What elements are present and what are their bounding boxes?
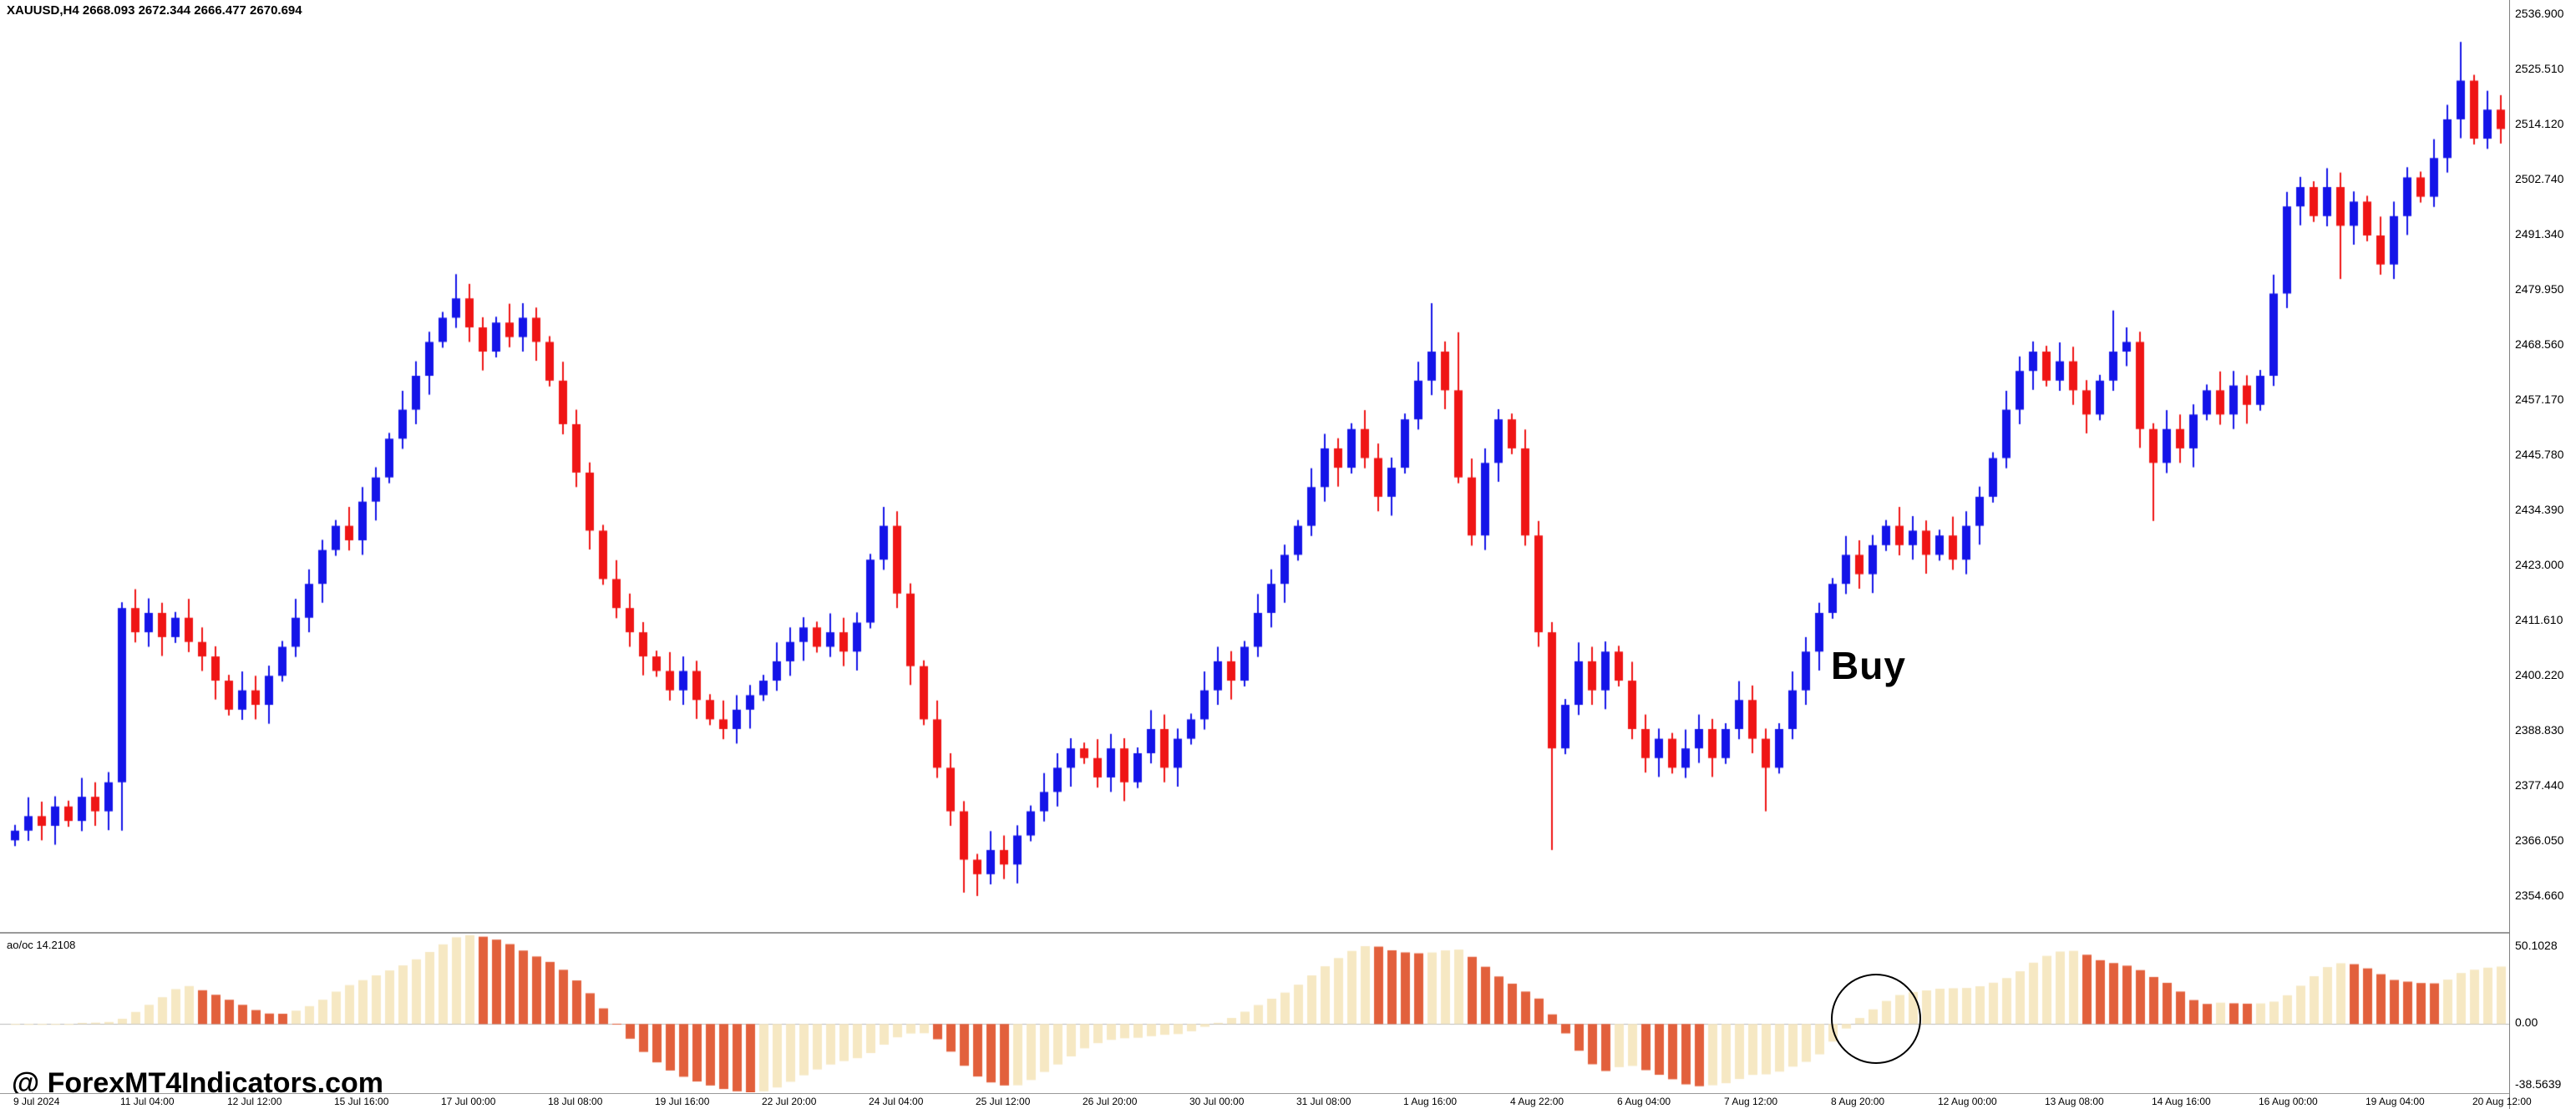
time-axis-label: 11 Jul 04:00 — [120, 1096, 175, 1107]
time-axis-label: 12 Aug 00:00 — [1938, 1096, 1997, 1107]
time-axis-label: 16 Aug 00:00 — [2259, 1096, 2318, 1107]
osc-axis-zero: 0.00 — [2515, 1015, 2538, 1029]
price-axis-label: 2479.950 — [2515, 282, 2564, 296]
time-axis-label: 26 Jul 20:00 — [1083, 1096, 1138, 1107]
time-axis-separator — [0, 1093, 2576, 1094]
time-axis-label: 30 Jul 00:00 — [1189, 1096, 1245, 1107]
price-axis-label: 2457.170 — [2515, 392, 2564, 406]
oscillator-canvas[interactable] — [0, 935, 2509, 1092]
time-axis-label: 8 Aug 20:00 — [1831, 1096, 1885, 1107]
osc-axis-max: 50.1028 — [2515, 939, 2558, 952]
time-axis-label: 20 Aug 12:00 — [2472, 1096, 2532, 1107]
time-axis-label: 31 Jul 08:00 — [1296, 1096, 1351, 1107]
time-axis-label: 4 Aug 22:00 — [1510, 1096, 1564, 1107]
time-axis-label: 22 Jul 20:00 — [762, 1096, 817, 1107]
buy-annotation: Buy — [1831, 644, 1906, 687]
price-axis-label: 2434.390 — [2515, 503, 2564, 516]
price-axis-label: 2366.050 — [2515, 833, 2564, 847]
price-axis-label: 2525.510 — [2515, 62, 2564, 75]
time-axis-label: 15 Jul 16:00 — [334, 1096, 389, 1107]
time-axis-label: 12 Jul 12:00 — [227, 1096, 282, 1107]
candlestick-chart-canvas[interactable] — [0, 0, 2509, 934]
symbol-quote-line: XAUUSD,H4 2668.093 2672.344 2666.477 267… — [7, 3, 302, 18]
price-axis-label: 2445.780 — [2515, 448, 2564, 461]
time-axis[interactable]: 9 Jul 2024 11 Jul 04:00 12 Jul 12:00 15 Jul… — [0, 1094, 2532, 1109]
price-axis-label: 2411.610 — [2515, 613, 2563, 626]
panel-separator — [0, 932, 2576, 934]
price-axis-label: 2536.900 — [2515, 7, 2564, 20]
time-axis-label: 6 Aug 04:00 — [1617, 1096, 1671, 1107]
time-axis-label: 18 Jul 08:00 — [548, 1096, 603, 1107]
signal-circle-annotation — [1831, 974, 1921, 1064]
time-axis-label: 13 Aug 08:00 — [2045, 1096, 2104, 1107]
price-axis-label: 2491.340 — [2515, 227, 2564, 241]
time-axis-label: 7 Aug 12:00 — [1724, 1096, 1778, 1107]
price-axis-label: 2354.660 — [2515, 889, 2564, 902]
price-axis-label: 2514.120 — [2515, 117, 2564, 130]
price-axis[interactable]: 50.1028 0.00 -38.5639 2536.900 2525.510 25… — [2509, 0, 2576, 1109]
price-axis-label: 2388.830 — [2515, 723, 2564, 737]
time-axis-label: 1 Aug 16:00 — [1403, 1096, 1458, 1107]
osc-axis-min: -38.5639 — [2515, 1077, 2562, 1091]
time-axis-label: 25 Jul 12:00 — [976, 1096, 1031, 1107]
price-axis-label: 2400.220 — [2515, 668, 2564, 681]
time-axis-label: 14 Aug 16:00 — [2152, 1096, 2211, 1107]
time-axis-label: 19 Jul 16:00 — [655, 1096, 710, 1107]
price-axis-label: 2502.740 — [2515, 172, 2564, 185]
time-axis-label: 17 Jul 00:00 — [441, 1096, 496, 1107]
price-axis-label: 2423.000 — [2515, 558, 2564, 571]
indicator-label: ao/oc 14.2108 — [7, 939, 76, 951]
time-axis-label: 19 Aug 04:00 — [2366, 1096, 2425, 1107]
time-axis-label: 9 Jul 2024 — [13, 1096, 60, 1107]
time-axis-label: 24 Jul 04:00 — [869, 1096, 924, 1107]
price-axis-label: 2468.560 — [2515, 337, 2564, 351]
price-axis-label: 2377.440 — [2515, 778, 2564, 792]
